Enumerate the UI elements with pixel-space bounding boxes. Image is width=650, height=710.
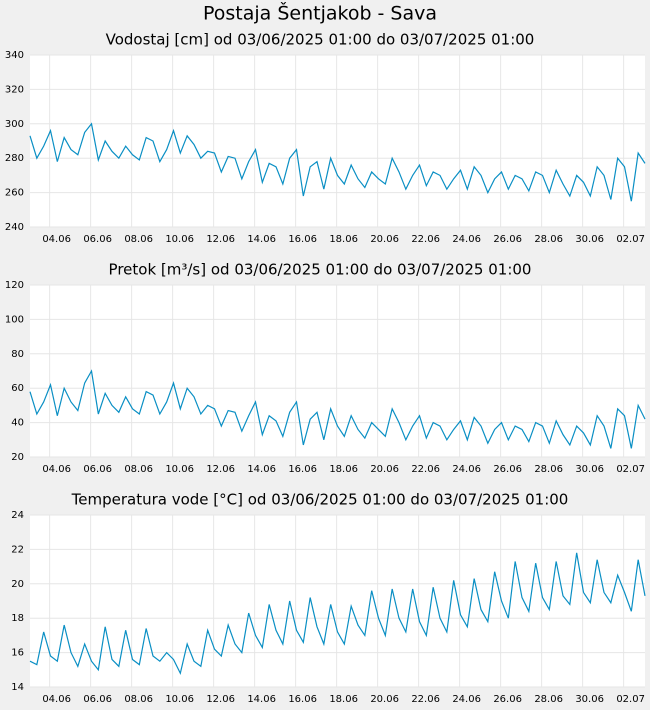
chart-title: Vodostaj [cm] od 03/06/2025 01:00 do 03/…	[106, 31, 535, 49]
x-tick-label: 30.06	[575, 694, 604, 705]
x-tick-label: 24.06	[452, 234, 481, 245]
x-tick-label: 02.07	[616, 464, 645, 475]
x-tick-label: 06.06	[83, 234, 112, 245]
y-tick-label: 120	[5, 280, 24, 291]
x-tick-label: 26.06	[493, 464, 522, 475]
page-title: Postaja Šentjakob - Sava	[203, 1, 437, 25]
plot-area	[30, 515, 645, 687]
x-tick-label: 24.06	[452, 694, 481, 705]
x-tick-label: 14.06	[247, 464, 276, 475]
x-tick-label: 04.06	[42, 464, 71, 475]
x-tick-label: 22.06	[411, 694, 440, 705]
x-tick-label: 28.06	[534, 694, 563, 705]
y-tick-label: 22	[11, 544, 24, 555]
x-tick-label: 14.06	[247, 694, 276, 705]
x-tick-label: 12.06	[206, 694, 235, 705]
x-tick-label: 02.07	[616, 234, 645, 245]
x-tick-label: 08.06	[124, 234, 153, 245]
x-tick-label: 20.06	[370, 234, 399, 245]
x-tick-label: 08.06	[124, 694, 153, 705]
x-tick-label: 04.06	[42, 234, 71, 245]
x-tick-label: 08.06	[124, 464, 153, 475]
x-tick-label: 16.06	[288, 464, 317, 475]
data-line	[29, 552, 646, 676]
x-tick-label: 26.06	[493, 694, 522, 705]
data-line	[29, 369, 646, 449]
chart-title: Temperatura vode [°C] od 03/06/2025 01:0…	[71, 491, 569, 509]
x-tick-label: 14.06	[247, 234, 276, 245]
x-tick-label: 10.06	[165, 234, 194, 245]
y-tick-label: 40	[11, 418, 24, 429]
y-tick-label: 24	[11, 510, 24, 521]
data-line	[29, 122, 646, 202]
x-tick-label: 16.06	[288, 234, 317, 245]
x-tick-label: 04.06	[42, 694, 71, 705]
x-tick-label: 12.06	[206, 464, 235, 475]
plot-area	[30, 285, 645, 457]
x-tick-label: 22.06	[411, 464, 440, 475]
x-tick-label: 02.07	[616, 694, 645, 705]
y-tick-label: 260	[5, 188, 24, 199]
y-tick-label: 80	[11, 349, 24, 360]
x-tick-label: 06.06	[83, 694, 112, 705]
y-tick-label: 280	[5, 153, 24, 164]
y-tick-label: 300	[5, 119, 24, 130]
x-tick-label: 20.06	[370, 464, 399, 475]
x-tick-label: 24.06	[452, 464, 481, 475]
x-tick-label: 20.06	[370, 694, 399, 705]
y-tick-label: 18	[11, 613, 24, 624]
x-tick-label: 06.06	[83, 464, 112, 475]
y-tick-label: 320	[5, 84, 24, 95]
y-tick-label: 20	[11, 579, 24, 590]
x-tick-label: 26.06	[493, 234, 522, 245]
x-tick-label: 16.06	[288, 694, 317, 705]
x-tick-label: 30.06	[575, 464, 604, 475]
plot-area	[30, 55, 645, 227]
x-tick-label: 30.06	[575, 234, 604, 245]
x-tick-label: 22.06	[411, 234, 440, 245]
y-tick-label: 60	[11, 383, 24, 394]
y-tick-label: 14	[11, 682, 24, 693]
y-tick-label: 340	[5, 50, 24, 61]
y-tick-label: 20	[11, 452, 24, 463]
x-tick-label: 28.06	[534, 464, 563, 475]
y-tick-label: 16	[11, 648, 24, 659]
x-tick-label: 12.06	[206, 234, 235, 245]
x-tick-label: 28.06	[534, 234, 563, 245]
x-tick-label: 18.06	[329, 464, 358, 475]
x-tick-label: 18.06	[329, 234, 358, 245]
y-tick-label: 240	[5, 222, 24, 233]
x-tick-label: 10.06	[165, 464, 194, 475]
x-tick-label: 10.06	[165, 694, 194, 705]
y-tick-label: 100	[5, 314, 24, 325]
x-tick-label: 18.06	[329, 694, 358, 705]
chart-title: Pretok [m³/s] od 03/06/2025 01:00 do 03/…	[109, 261, 532, 279]
